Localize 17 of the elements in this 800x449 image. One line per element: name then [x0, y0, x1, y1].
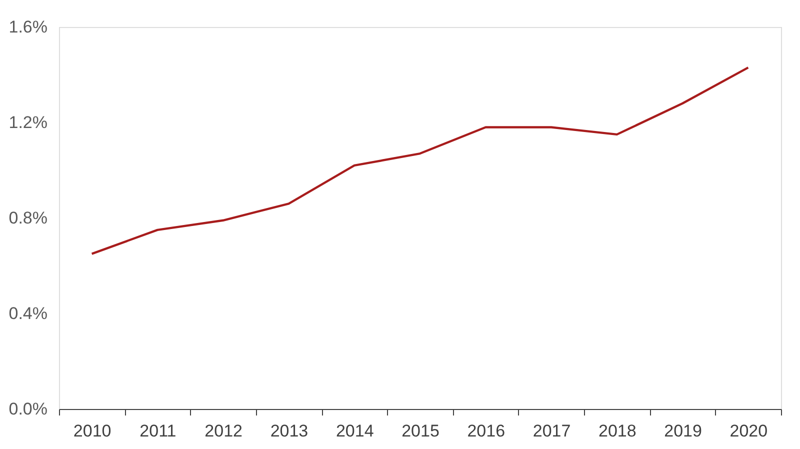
y-tick-label: 1.6% [8, 18, 48, 36]
y-tick-label: 0.8% [8, 208, 48, 228]
x-tick-label: 2011 [140, 422, 176, 440]
x-tick-label: 2010 [73, 422, 112, 440]
x-tick-label: 2012 [204, 422, 243, 440]
x-tick-label: 2017 [532, 422, 571, 440]
x-tick-label: 2020 [730, 422, 768, 440]
y-tick-label: 1.2% [8, 113, 48, 132]
x-tick-label: 2013 [270, 422, 308, 440]
y-tick-label: 0.4% [8, 304, 48, 323]
line-series [90, 66, 750, 255]
x-tick-label: 2016 [467, 422, 506, 440]
x-tick-label: 2018 [598, 422, 636, 440]
x-tick-label: 2015 [402, 422, 440, 440]
x-tick-label: 2014 [336, 422, 374, 440]
x-tick-label: 2019 [664, 422, 702, 440]
y-tick-label: 0.0% [8, 400, 48, 418]
